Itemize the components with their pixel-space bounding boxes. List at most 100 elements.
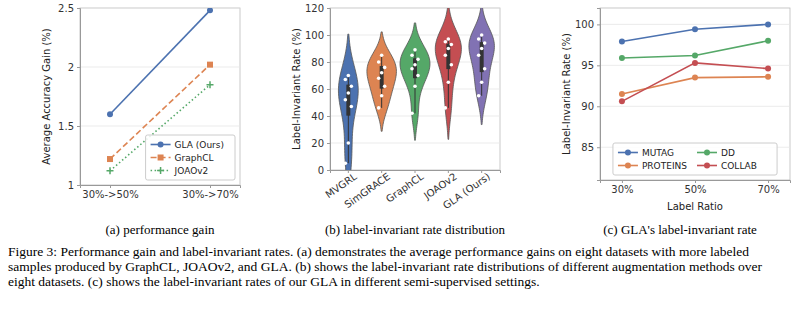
data-point	[416, 58, 420, 62]
data-point	[207, 62, 213, 68]
tick-mark	[210, 185, 211, 188]
data-point	[692, 75, 698, 81]
data-point	[444, 53, 448, 57]
tick: 120	[305, 3, 330, 14]
violin-whisker	[415, 50, 416, 113]
data-point	[380, 94, 384, 98]
legend-marker	[704, 163, 710, 169]
data-point	[410, 53, 414, 57]
data-point	[344, 78, 348, 82]
data-point	[383, 85, 387, 89]
y-axis: 020406080100120	[305, 3, 331, 176]
subfigure-caption: (c) GLA's label-invariant rate	[603, 222, 757, 237]
tick-mark	[77, 126, 80, 127]
data-point	[477, 37, 481, 41]
tick-mark	[327, 89, 330, 90]
tick-label: 70%	[757, 184, 779, 195]
tick-label: 80	[311, 57, 324, 68]
data-point	[344, 98, 348, 102]
tick: GLA (Ours)	[441, 170, 492, 211]
tick: 60	[311, 84, 330, 95]
data-point	[344, 161, 348, 165]
data-point	[347, 74, 351, 78]
tick: 100	[305, 30, 330, 41]
caption-line: samples produced by GraphCL, JOAOv2, and…	[8, 259, 763, 274]
data-point	[477, 53, 481, 57]
data-point	[450, 63, 454, 67]
tick-mark	[327, 143, 330, 144]
data-point	[619, 39, 625, 45]
tick: GraphCL	[384, 170, 426, 205]
tick-label: GLA (Ours)	[441, 171, 492, 212]
data-point	[377, 60, 381, 64]
plot-background	[80, 8, 240, 185]
tick-mark	[110, 185, 111, 188]
data-point	[447, 47, 451, 51]
tick-mark	[597, 106, 600, 107]
tick-label: 1.5	[58, 121, 74, 132]
violin	[338, 34, 358, 170]
tick: 100	[575, 19, 600, 30]
tick: 90	[581, 101, 600, 112]
tick-label: 30%->50%	[82, 189, 138, 200]
tick: 85	[581, 142, 600, 153]
data-point	[765, 66, 771, 72]
data-point	[380, 53, 384, 57]
violin-box	[480, 42, 484, 72]
tick: 2.5	[58, 3, 80, 14]
plot-background	[600, 8, 790, 180]
legend-label: JOAOv2	[174, 166, 209, 176]
data-point	[350, 85, 354, 89]
data-point	[444, 40, 448, 44]
grid-line	[330, 8, 500, 9]
grid-line	[80, 126, 240, 127]
violin-whisker	[481, 35, 482, 96]
grid-line	[80, 8, 240, 9]
tick-label: 2	[68, 62, 74, 73]
grid-line	[330, 143, 500, 144]
data-point	[410, 67, 414, 71]
figure-caption: Figure 3: Performance gain and label-inv…	[8, 244, 763, 289]
legend-label: COLLAB	[721, 161, 757, 171]
x-axis: 30%50%70%	[601, 180, 791, 195]
legend-label: GLA (Ours)	[175, 140, 224, 150]
legend-marker	[625, 163, 631, 169]
plot-area	[338, 8, 494, 170]
tick-label: SimGRACE	[342, 171, 392, 210]
data-point	[413, 85, 417, 89]
data-point	[207, 81, 214, 88]
data-point	[380, 71, 384, 75]
data-point	[413, 48, 417, 52]
caption-line: eight datasets. (c) shows the label-inva…	[8, 274, 540, 289]
tick-mark	[597, 147, 600, 148]
subfigure-caption: (a) performance gain	[106, 222, 215, 237]
tick: 1	[68, 180, 80, 191]
data-point	[383, 66, 387, 70]
tick-mark	[77, 67, 80, 68]
y-axis-title: Label-Invariant Rate (%)	[561, 33, 572, 155]
axis-line	[327, 9, 331, 171]
data-point	[377, 106, 381, 110]
series-line	[622, 41, 768, 58]
legend-marker	[158, 155, 164, 161]
data-point	[483, 41, 487, 45]
tick-label: 2.5	[58, 3, 74, 14]
data-point	[207, 8, 213, 13]
series-line	[622, 24, 768, 41]
y-axis-title: Average Accuracy Gain (%)	[41, 28, 52, 165]
data-point	[480, 80, 484, 84]
x-axis: MVGRLSimGRACEGraphCLJOAOv2GLA (Ours)	[323, 170, 500, 211]
data-point	[377, 76, 381, 80]
data-point	[347, 141, 351, 145]
tick: 30%->50%	[82, 185, 138, 200]
tick-label: 100	[575, 19, 594, 30]
data-point	[416, 74, 420, 78]
data-point	[619, 91, 625, 97]
tick-mark	[327, 116, 330, 117]
tick-mark	[327, 8, 330, 9]
legend-label: PROTEINS	[642, 161, 687, 171]
axis-line	[597, 9, 601, 181]
y-axis: 859095100	[575, 9, 601, 181]
x-axis-title: Label Ratio	[667, 201, 723, 212]
tick-mark	[597, 24, 600, 25]
